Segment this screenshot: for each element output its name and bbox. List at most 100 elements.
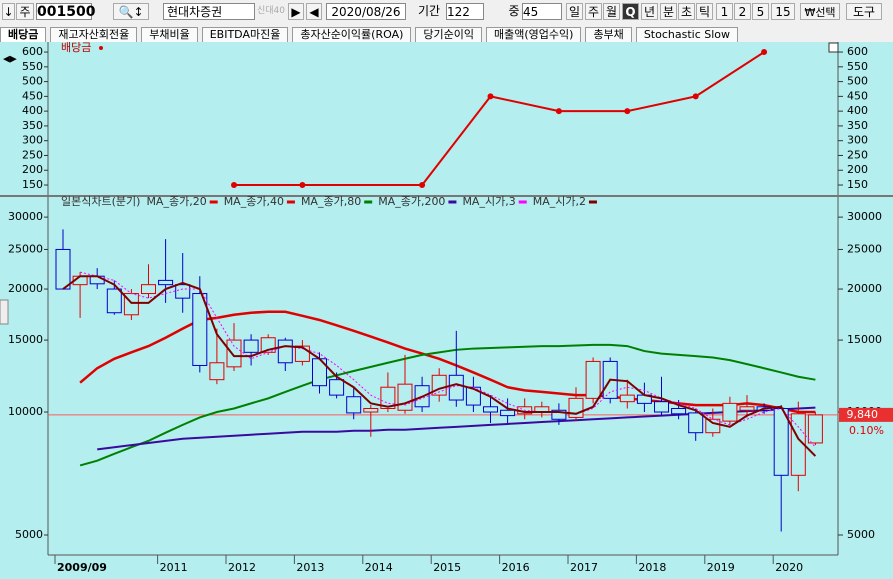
candle-body: [209, 362, 225, 381]
tab[interactable]: 매출액(영업수익): [486, 27, 582, 42]
marker: [487, 93, 494, 100]
x-tick-label: 2014: [365, 561, 393, 574]
interval-button[interactable]: 5: [752, 3, 769, 20]
y-tick-label: 450: [22, 89, 43, 102]
tools[interactable]: 도구: [846, 3, 882, 20]
prev[interactable]: ◀: [306, 3, 322, 20]
date-input[interactable]: 2020/08/26: [326, 3, 406, 20]
x-tick-label: 2012: [228, 561, 256, 574]
candle-body: [739, 406, 755, 411]
tab[interactable]: EBITDA마진율: [201, 27, 289, 42]
icon[interactable]: ↓: [2, 3, 15, 20]
y-tick-label: 30000: [847, 210, 882, 223]
candle-body: [89, 275, 105, 285]
next[interactable]: ▶: [288, 3, 304, 20]
y-tick-label: 550: [847, 60, 868, 73]
maximize[interactable]: [828, 42, 839, 53]
candle-body: [277, 339, 293, 364]
candle-body: [329, 379, 345, 396]
y-tick-label: 250: [847, 148, 868, 161]
price-label: 9,840: [847, 408, 879, 421]
interval-button[interactable]: 년: [641, 3, 658, 20]
marker: [692, 93, 699, 100]
tab[interactable]: 부채비율: [141, 27, 198, 42]
x-tick-label: 2015: [433, 561, 461, 574]
candle-body: [551, 409, 567, 420]
y-tick-label: 25000: [847, 242, 882, 255]
tab[interactable]: 총부채: [585, 27, 632, 42]
candle-body: [363, 408, 379, 413]
y-tick-label: 150: [847, 178, 868, 191]
x-tick-label: 2017: [570, 561, 598, 574]
marker: [299, 182, 306, 189]
interval-button[interactable]: 월: [603, 3, 620, 20]
y-tick-label: 500: [22, 75, 43, 88]
tab[interactable]: Stochastic Slow: [635, 27, 739, 42]
side-tab[interactable]: [0, 299, 9, 325]
tab[interactable]: 총자산순이익률(ROA): [292, 27, 412, 42]
code-input[interactable]: 001500: [36, 3, 96, 20]
label: 중: [508, 4, 520, 18]
y-tick-label: 450: [847, 89, 868, 102]
count-input[interactable]: 45: [522, 3, 562, 20]
period-input[interactable]: 122: [446, 3, 484, 20]
interval-button[interactable]: 분: [660, 3, 677, 20]
scroll-icon[interactable]: ◀▶: [3, 55, 17, 65]
y-tick-label: 550: [22, 60, 43, 73]
icon[interactable]: 🔍↕: [113, 3, 149, 20]
x-tick-label: 2011: [160, 561, 188, 574]
candle-body: [585, 360, 601, 399]
candle-body: [346, 396, 362, 414]
y-tick-label: 200: [847, 163, 868, 176]
price-box: [839, 407, 893, 422]
x-tick-label: 2009/09: [57, 561, 107, 574]
line-segment: [695, 51, 765, 98]
y-tick-label: 600: [22, 45, 43, 58]
interval-button[interactable]: 2: [734, 3, 751, 20]
market[interactable]: 주: [16, 3, 34, 20]
interval-button[interactable]: 주: [585, 3, 602, 20]
tab[interactable]: 당기순이익: [415, 27, 482, 42]
interval-button[interactable]: 초: [678, 3, 695, 20]
badge: 신대40: [256, 6, 285, 16]
interval-button[interactable]: 일: [566, 3, 583, 20]
y-tick-label: 25000: [8, 242, 43, 255]
label: 기간: [417, 4, 441, 18]
tabs: 배당금 재고자산회전율 부채비율 EBITDA마진율 총자산순이익률(ROA) 당기순이익…: [0, 27, 893, 42]
stock-name[interactable]: 현대차증권: [163, 3, 255, 20]
y-tick-label: 15000: [8, 333, 43, 346]
line-segment: [490, 95, 560, 113]
panel-title: 일본식차트(분기): [61, 194, 140, 208]
y-tick-label: 5000: [15, 528, 43, 541]
marker: [419, 182, 426, 189]
tab[interactable]: 재고자산회전율: [50, 27, 138, 42]
x-tick-label: 2016: [502, 561, 530, 574]
marker: [555, 108, 562, 115]
y-tick-label: 400: [22, 104, 43, 117]
y-tick-label: 20000: [8, 282, 43, 295]
y-tick-label: 20000: [847, 282, 882, 295]
candle-body: [55, 248, 71, 290]
y-tick-label: 10000: [8, 405, 43, 418]
candle-body: [773, 408, 789, 476]
marker: [624, 108, 631, 115]
interval-button[interactable]: 틱: [696, 3, 713, 20]
candle-body: [397, 383, 413, 411]
candle-body: [243, 339, 259, 353]
interval-button[interactable]: 15: [771, 3, 795, 20]
candle-body: [158, 279, 174, 286]
y-tick-label: 300: [847, 134, 868, 147]
interval-button[interactable]: Q: [622, 3, 639, 20]
interval-button[interactable]: 1: [716, 3, 733, 20]
legend-label: MA_종가,40: [224, 195, 284, 208]
candle-body: [705, 418, 721, 434]
y-tick-label: 400: [847, 104, 868, 117]
tab[interactable]: 배당금: [0, 27, 47, 42]
select[interactable]: ₩선택: [800, 3, 840, 20]
x-tick-label: 2013: [296, 561, 324, 574]
line-segment: [421, 95, 492, 186]
candle-body: [380, 386, 396, 410]
